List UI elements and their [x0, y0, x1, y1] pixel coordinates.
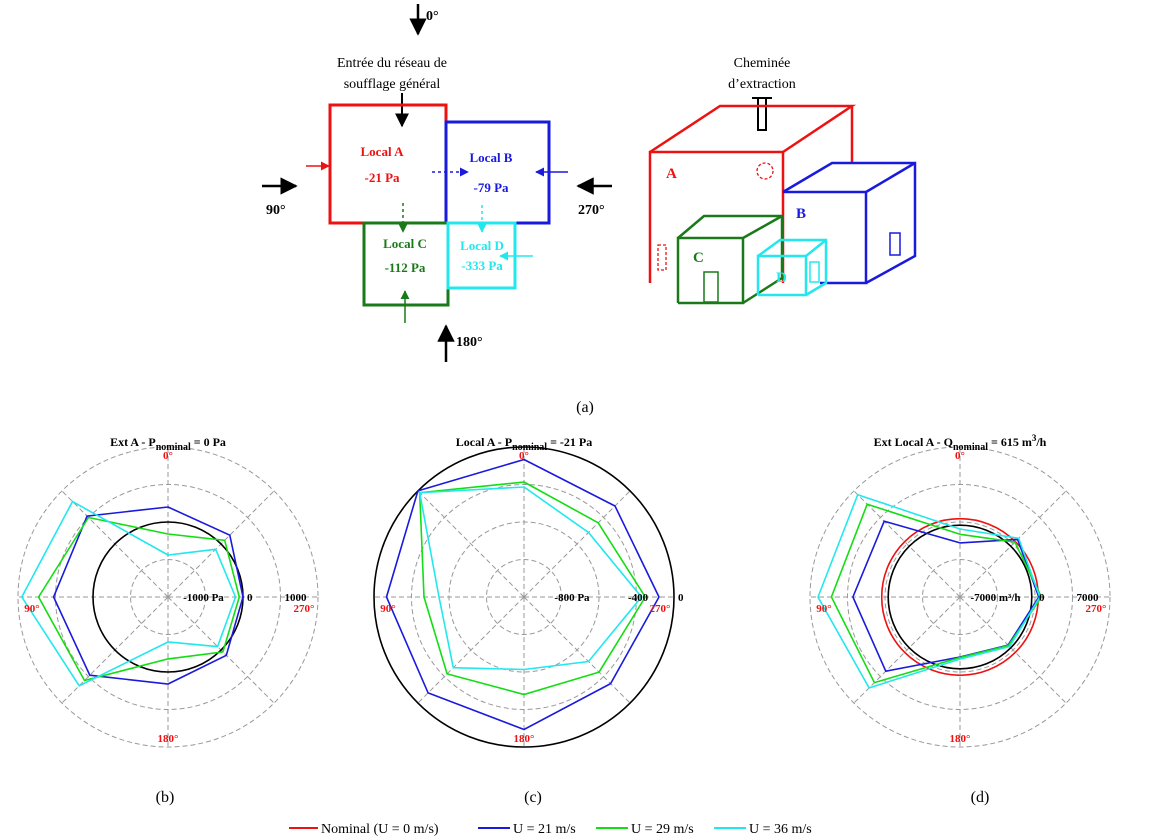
box-c-edge — [742, 214, 783, 240]
angle-label-0: 0° — [519, 450, 529, 462]
room-a — [328, 103, 448, 225]
box-c-door — [703, 271, 719, 303]
box-b-outline — [782, 161, 917, 285]
box-c-front — [676, 236, 745, 305]
room-b — [444, 120, 551, 225]
network-label-2: soufflage général — [344, 77, 441, 92]
spoke-225 — [959, 596, 1067, 704]
chart-d-title: Ext Local A - Qnominal = 615 m3/h — [874, 433, 1047, 453]
chart-c-title: Local A - Pnominal = -21 Pa — [456, 435, 593, 453]
room-d-pressure: -333 Pa — [461, 258, 503, 273]
angle-label-2: 180° — [158, 733, 179, 745]
caption-c: (c) — [524, 789, 542, 806]
radial-tick-1: 0 — [1039, 592, 1045, 604]
dir-label-0: 0° — [426, 9, 439, 24]
room-d-name: Local D — [460, 238, 504, 253]
iso-label-b: B — [796, 206, 806, 222]
room-c-name: Local C — [383, 236, 427, 251]
angle-label-0: 0° — [955, 450, 965, 462]
legend-label-nominal: Nominal (U = 0 m/s) — [321, 822, 439, 837]
room-a-name: Local A — [361, 144, 405, 159]
box-b-edge — [865, 161, 916, 194]
outer-circle — [17, 446, 319, 748]
radar-chart-b: 0° 90° 180° 270° -1000 Pa 0 1000 — [17, 446, 319, 748]
panel-a-plan: 0° 90° 270° 180° Entrée du réseau de sou… — [262, 4, 612, 362]
angle-label-1: 90° — [24, 603, 39, 615]
series-line-u36 — [817, 493, 1041, 689]
dir-label-180: 180° — [456, 335, 483, 350]
dir-label-270: 270° — [578, 203, 605, 218]
box-d-door — [809, 261, 820, 283]
angle-label-3: 270° — [1086, 603, 1107, 615]
angle-label-0: 0° — [163, 450, 173, 462]
angle-label-2: 180° — [950, 733, 971, 745]
radial-tick-0: -800 Pa — [554, 592, 590, 604]
room-b-pressure: -79 Pa — [473, 180, 509, 195]
radial-tick-1: -400 — [628, 592, 649, 604]
chimney-label-1: Cheminée — [734, 56, 791, 71]
spoke-315 — [959, 490, 1067, 598]
iso-label-d: D — [776, 270, 787, 286]
series-line-u29 — [830, 503, 1043, 684]
chimney-label-2: d’extraction — [728, 77, 796, 92]
legend: Nominal (U = 0 m/s) U = 21 m/s U = 29 m/… — [289, 822, 812, 837]
room-a-pressure: -21 Pa — [364, 170, 400, 185]
chart-b-title: Ext A - Pnominal = 0 Pa — [110, 435, 226, 453]
grid-circle-0 — [130, 559, 206, 635]
radial-tick-0: -1000 Pa — [183, 592, 224, 604]
box-b-front — [783, 190, 868, 285]
reference-circle — [887, 524, 1033, 670]
spoke-135 — [417, 596, 525, 704]
series-line-u21 — [385, 458, 660, 731]
radial-tick-2: 7000 — [1077, 592, 1100, 604]
room-c-pressure: -112 Pa — [385, 260, 426, 275]
network-label-1: Entrée du réseau de — [337, 56, 447, 71]
series-line-u29 — [37, 516, 241, 682]
radial-tick-1: 0 — [247, 592, 253, 604]
radar-chart-d: 0° 90° 180° 270° -7000 m³/h 0 7000 — [809, 446, 1111, 748]
iso-label-a: A — [666, 166, 677, 182]
outer-circle — [373, 446, 675, 748]
caption-b: (b) — [156, 789, 175, 806]
angle-label-1: 90° — [816, 603, 831, 615]
radar-chart-c: 0° 90° 180° 270° -800 Pa -400 0 — [373, 446, 684, 748]
legend-label-u29: U = 29 m/s — [631, 822, 694, 837]
legend-label-u21: U = 21 m/s — [513, 822, 576, 837]
spoke-315 — [523, 490, 631, 598]
spoke-135 — [853, 596, 961, 704]
radial-tick-2: 0 — [678, 592, 684, 604]
dir-label-90: 90° — [266, 203, 286, 218]
room-b-name: Local B — [470, 150, 513, 165]
box-b-door — [889, 232, 901, 256]
legend-label-u36: U = 36 m/s — [749, 822, 812, 837]
angle-label-3: 270° — [294, 603, 315, 615]
spoke-45 — [853, 490, 961, 598]
caption-a: (a) — [576, 399, 594, 416]
chimney — [757, 97, 767, 131]
series-line-u36 — [418, 486, 643, 671]
angle-label-1: 90° — [380, 603, 395, 615]
panel-a-iso: Cheminée d’extraction A B C D — [648, 56, 917, 305]
angle-label-2: 180° — [514, 733, 535, 745]
box-a-top — [649, 104, 857, 154]
radial-tick-0: -7000 m³/h — [970, 592, 1020, 604]
series-line-u36 — [20, 500, 237, 687]
outer-circle — [809, 446, 1111, 748]
series-line-u21 — [52, 506, 244, 685]
spoke-45 — [417, 490, 525, 598]
box-a-door — [657, 244, 667, 271]
radial-tick-2: 1000 — [285, 592, 308, 604]
grid-circle-0 — [486, 559, 562, 635]
box-a-vent — [756, 162, 774, 180]
iso-label-c: C — [693, 250, 704, 266]
caption-d: (d) — [971, 789, 990, 806]
angle-label-3: 270° — [650, 603, 671, 615]
series-line-u29 — [418, 481, 647, 696]
spoke-225 — [523, 596, 631, 704]
box-d-front — [756, 254, 808, 297]
box-d-edge — [805, 239, 827, 257]
grid-circle-0 — [922, 559, 998, 635]
